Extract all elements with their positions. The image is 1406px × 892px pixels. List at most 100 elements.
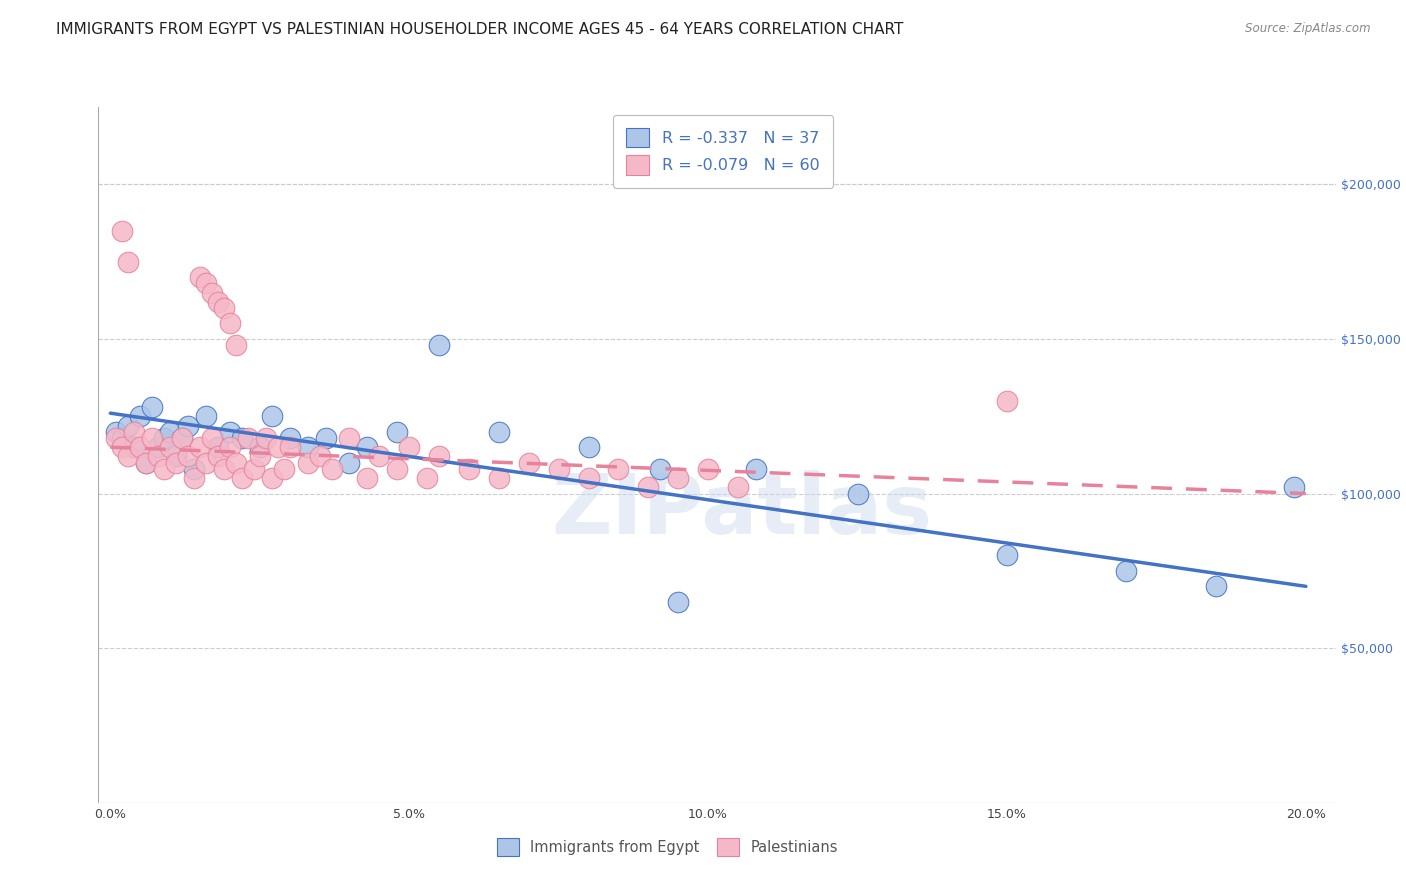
Point xyxy=(231,471,253,485)
Point xyxy=(488,425,510,439)
Point xyxy=(124,425,146,439)
Point xyxy=(172,431,194,445)
Point xyxy=(666,471,689,485)
Point xyxy=(416,471,439,485)
Point xyxy=(212,301,235,315)
Point xyxy=(308,450,330,464)
Point xyxy=(356,440,378,454)
Point xyxy=(183,462,205,476)
Point xyxy=(177,418,200,433)
Point xyxy=(117,450,139,464)
Point xyxy=(201,431,224,445)
Point xyxy=(219,440,242,454)
Point xyxy=(727,480,749,494)
Point xyxy=(387,462,409,476)
Point xyxy=(159,440,181,454)
Point xyxy=(339,456,361,470)
Point xyxy=(249,440,271,454)
Point xyxy=(1205,579,1227,593)
Point xyxy=(172,431,194,445)
Point xyxy=(578,440,600,454)
Point xyxy=(697,462,720,476)
Text: IMMIGRANTS FROM EGYPT VS PALESTINIAN HOUSEHOLDER INCOME AGES 45 - 64 YEARS CORRE: IMMIGRANTS FROM EGYPT VS PALESTINIAN HOU… xyxy=(56,22,904,37)
Point xyxy=(153,462,176,476)
Point xyxy=(159,425,181,439)
Point xyxy=(243,462,266,476)
Point xyxy=(111,224,134,238)
Point xyxy=(297,456,319,470)
Point xyxy=(135,456,157,470)
Point xyxy=(488,471,510,485)
Point xyxy=(387,425,409,439)
Point xyxy=(225,338,247,352)
Point xyxy=(212,462,235,476)
Point xyxy=(188,270,211,285)
Point xyxy=(666,595,689,609)
Point xyxy=(267,440,290,454)
Point xyxy=(260,471,283,485)
Point xyxy=(356,471,378,485)
Point xyxy=(398,440,420,454)
Point xyxy=(105,425,128,439)
Point xyxy=(745,462,768,476)
Point xyxy=(111,440,134,454)
Point xyxy=(578,471,600,485)
Point xyxy=(195,456,218,470)
Point xyxy=(141,400,163,414)
Point xyxy=(1282,480,1305,494)
Point xyxy=(236,431,259,445)
Legend: Immigrants from Egypt, Palestinians: Immigrants from Egypt, Palestinians xyxy=(491,832,844,862)
Point xyxy=(547,462,569,476)
Point xyxy=(105,431,128,445)
Point xyxy=(207,294,229,309)
Point xyxy=(846,486,869,500)
Point xyxy=(231,431,253,445)
Point xyxy=(278,431,301,445)
Point xyxy=(637,480,659,494)
Point xyxy=(148,450,170,464)
Point xyxy=(195,277,218,291)
Point xyxy=(117,418,139,433)
Text: Source: ZipAtlas.com: Source: ZipAtlas.com xyxy=(1246,22,1371,36)
Point xyxy=(427,338,450,352)
Point xyxy=(339,431,361,445)
Point xyxy=(249,450,271,464)
Point xyxy=(995,393,1018,408)
Point xyxy=(165,456,187,470)
Point xyxy=(273,462,295,476)
Point xyxy=(254,431,277,445)
Point xyxy=(135,456,157,470)
Point xyxy=(117,254,139,268)
Point xyxy=(219,317,242,331)
Point xyxy=(183,471,205,485)
Point xyxy=(177,450,200,464)
Point xyxy=(219,425,242,439)
Point xyxy=(297,440,319,454)
Point xyxy=(129,440,152,454)
Point xyxy=(207,450,229,464)
Point xyxy=(278,440,301,454)
Point xyxy=(1115,564,1137,578)
Point xyxy=(458,462,481,476)
Point xyxy=(650,462,672,476)
Point xyxy=(260,409,283,424)
Point xyxy=(225,456,247,470)
Point xyxy=(201,285,224,300)
Point xyxy=(321,462,343,476)
Point xyxy=(517,456,540,470)
Text: ZIPatlas: ZIPatlas xyxy=(551,470,932,551)
Point xyxy=(111,431,134,445)
Point xyxy=(148,440,170,454)
Point xyxy=(315,431,337,445)
Point xyxy=(153,431,176,445)
Point xyxy=(141,431,163,445)
Point xyxy=(195,409,218,424)
Point xyxy=(188,440,211,454)
Point xyxy=(368,450,391,464)
Point xyxy=(165,450,187,464)
Point xyxy=(427,450,450,464)
Point xyxy=(995,549,1018,563)
Point xyxy=(129,409,152,424)
Point xyxy=(607,462,630,476)
Point xyxy=(124,440,146,454)
